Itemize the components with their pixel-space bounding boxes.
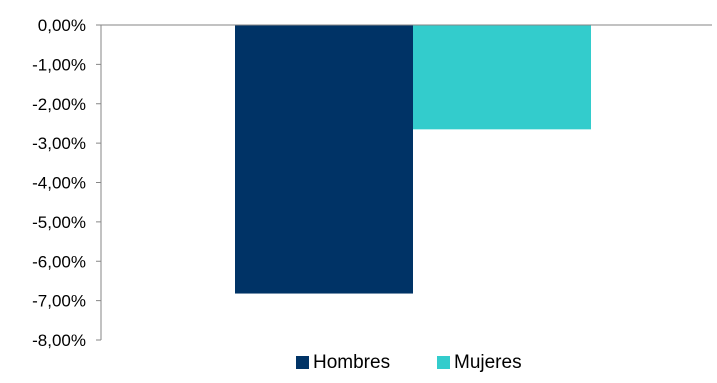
bar-mujeres (413, 25, 591, 130)
y-tick-label: -2,00% (32, 95, 86, 114)
y-tick-label: -5,00% (32, 213, 86, 232)
bar-hombres (235, 25, 413, 294)
legend-label-mujeres: Mujeres (454, 352, 522, 373)
legend-swatch-mujeres (437, 356, 450, 369)
y-tick-label: -8,00% (32, 331, 86, 350)
y-tick-label: -4,00% (32, 174, 86, 193)
legend: Hombres Mujeres (296, 352, 522, 373)
y-tick-label: -7,00% (32, 292, 86, 311)
y-tick-label: -6,00% (32, 252, 86, 271)
y-tick-label: 0,00% (38, 16, 86, 35)
y-tick-label: -3,00% (32, 134, 86, 153)
y-tick-label: -1,00% (32, 55, 86, 74)
y-axis: 0,00% -1,00% -2,00% -3,00% -4,00% -5,00% -6,00… (32, 16, 102, 350)
legend-swatch-hombres (296, 356, 309, 369)
bars (235, 25, 591, 294)
legend-label-hombres: Hombres (313, 352, 390, 373)
